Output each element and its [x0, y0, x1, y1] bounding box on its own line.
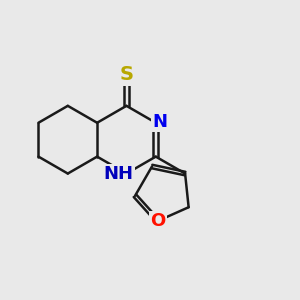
Text: N: N	[152, 112, 167, 130]
Text: O: O	[150, 212, 165, 230]
Text: S: S	[119, 65, 134, 84]
Text: NH: NH	[103, 165, 133, 183]
